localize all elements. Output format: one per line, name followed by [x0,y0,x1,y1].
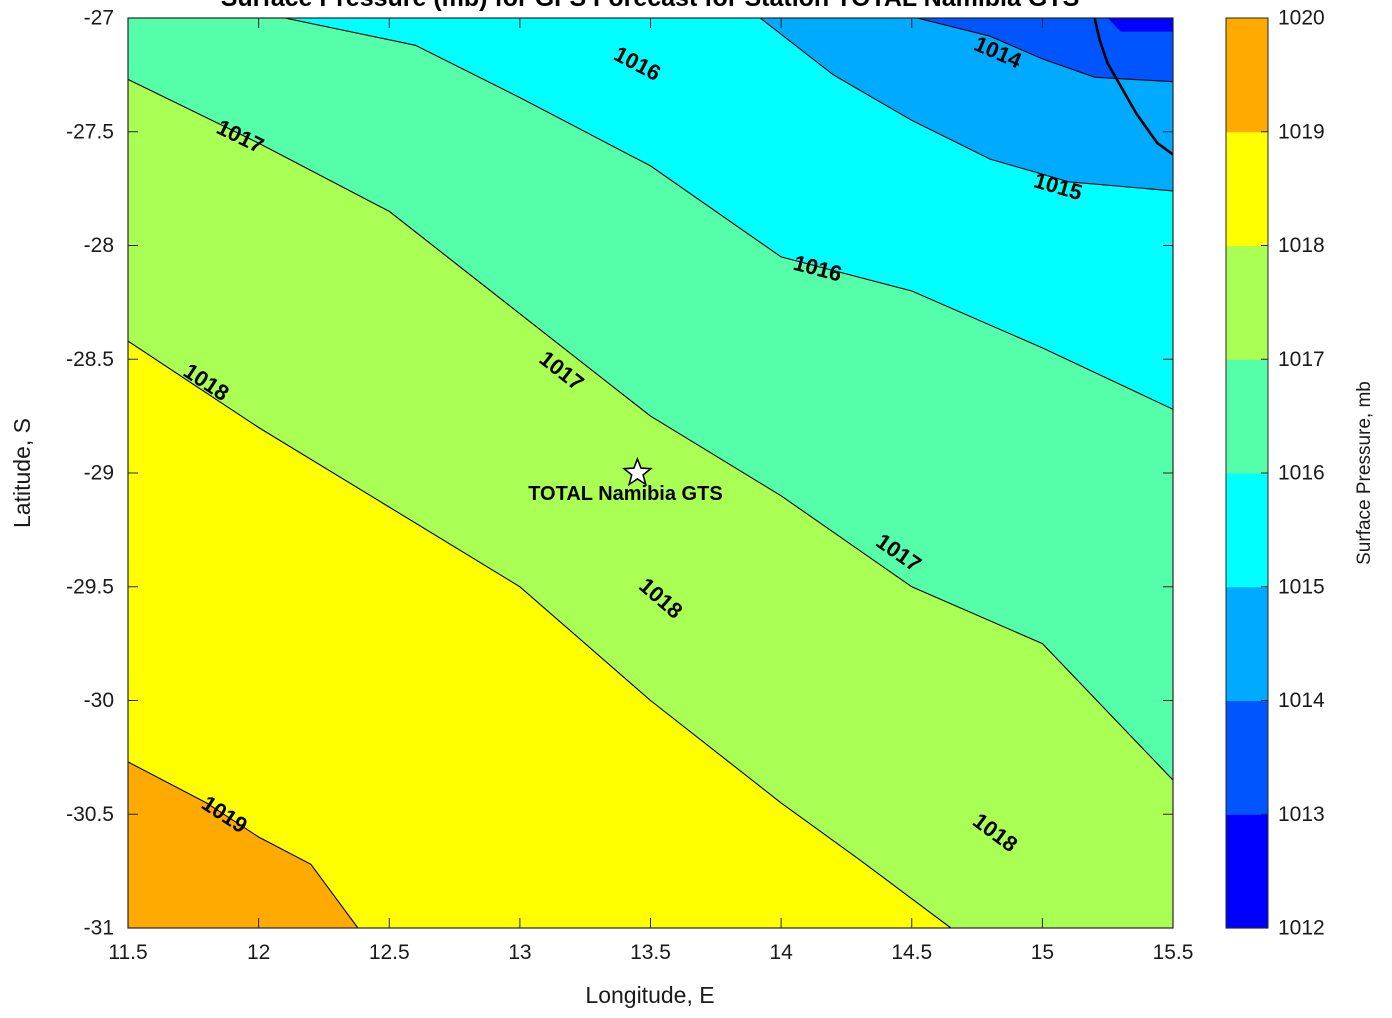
x-tick-label: 13.5 [630,941,671,964]
colorbar: 1012 1013 1014 1015 1016 1017 1018 1019 1020 [1225,7,1325,940]
plot-area: 1014101510161016101710171017101810181018… [128,18,1173,928]
contour-labels: 1014101510161016101710171017101810181018… [179,31,1085,857]
contour-line-1018 [128,340,952,928]
y-tick-label: -29 [84,462,114,485]
coastline [1093,18,1173,156]
x-tick-label: 15.5 [1153,941,1194,964]
colorbar-tick-label: 1012 [1278,917,1325,940]
colorbar-segment-1014 [1226,586,1268,702]
contour-lines [128,18,1173,928]
x-axis-title: Longitude, E [585,982,714,1008]
colorbar-segment-1018 [1226,131,1268,247]
x-tick-label: 14 [769,941,793,964]
colorbar-segment-1012 [1226,814,1268,929]
y-tick-label: -30.5 [66,803,114,826]
x-tick-label: 13 [508,941,531,964]
colorbar-tick-label: 1017 [1278,348,1325,371]
y-tick-label: -27.5 [66,120,114,143]
contour-fills [128,18,1173,928]
colorbar-segment-1019 [1226,18,1268,133]
contour-line-1019 [128,761,359,928]
station-marker-group: TOTAL Namibia GTS [528,456,723,505]
colorbar-tick-label: 1020 [1278,7,1325,30]
y-axis-ticks: -27 -27.5 -28 -28.5 -29 -29.5 -30 -30.5 -31 [66,7,1173,940]
colorbar-tick-label: 1015 [1278,575,1325,598]
band-1012-1013 [1107,18,1173,32]
station-label: TOTAL Namibia GTS [528,483,722,505]
colorbar-tick-label: 1018 [1278,234,1325,257]
x-tick-label: 14.5 [891,941,932,964]
contour-line-1016 [284,18,1173,410]
colorbar-segment-1016 [1226,359,1268,474]
colorbar-tick-label: 1019 [1278,120,1325,143]
colorbar-segment-1013 [1226,700,1268,815]
colorbar-segment-1015 [1226,473,1268,588]
y-tick-label: -30 [84,689,114,712]
contour-line-1017 [128,78,1173,781]
y-axis-title: Latitude, S [9,418,35,528]
station-star-icon [622,456,653,487]
chart-title: Surface Pressure (mb) for GFS Forecast f… [221,0,1080,12]
x-axis-ticks: 11.5 12 12.5 13 13.5 14 14.5 15 15.5 [108,18,1193,964]
colorbar-tick-label: 1016 [1278,462,1325,485]
x-tick-label: 12.5 [369,941,410,964]
x-tick-label: 15 [1031,941,1054,964]
colorbar-tick-label: 1014 [1278,689,1325,712]
y-tick-label: -29.5 [66,575,114,598]
y-tick-label: -28.5 [66,348,114,371]
x-tick-label: 11.5 [108,941,147,964]
colorbar-segment-1017 [1226,245,1268,360]
contour-line-1014 [916,18,1173,83]
colorbar-title: Surface Pressure, mb [1354,381,1375,565]
x-tick-label: 12 [247,941,270,964]
colorbar-tick-label: 1013 [1278,803,1325,826]
contour-line-1015 [759,18,1173,192]
y-tick-label: -28 [84,234,114,257]
y-tick-label: -31 [84,917,114,940]
y-tick-label: -27 [84,7,114,30]
